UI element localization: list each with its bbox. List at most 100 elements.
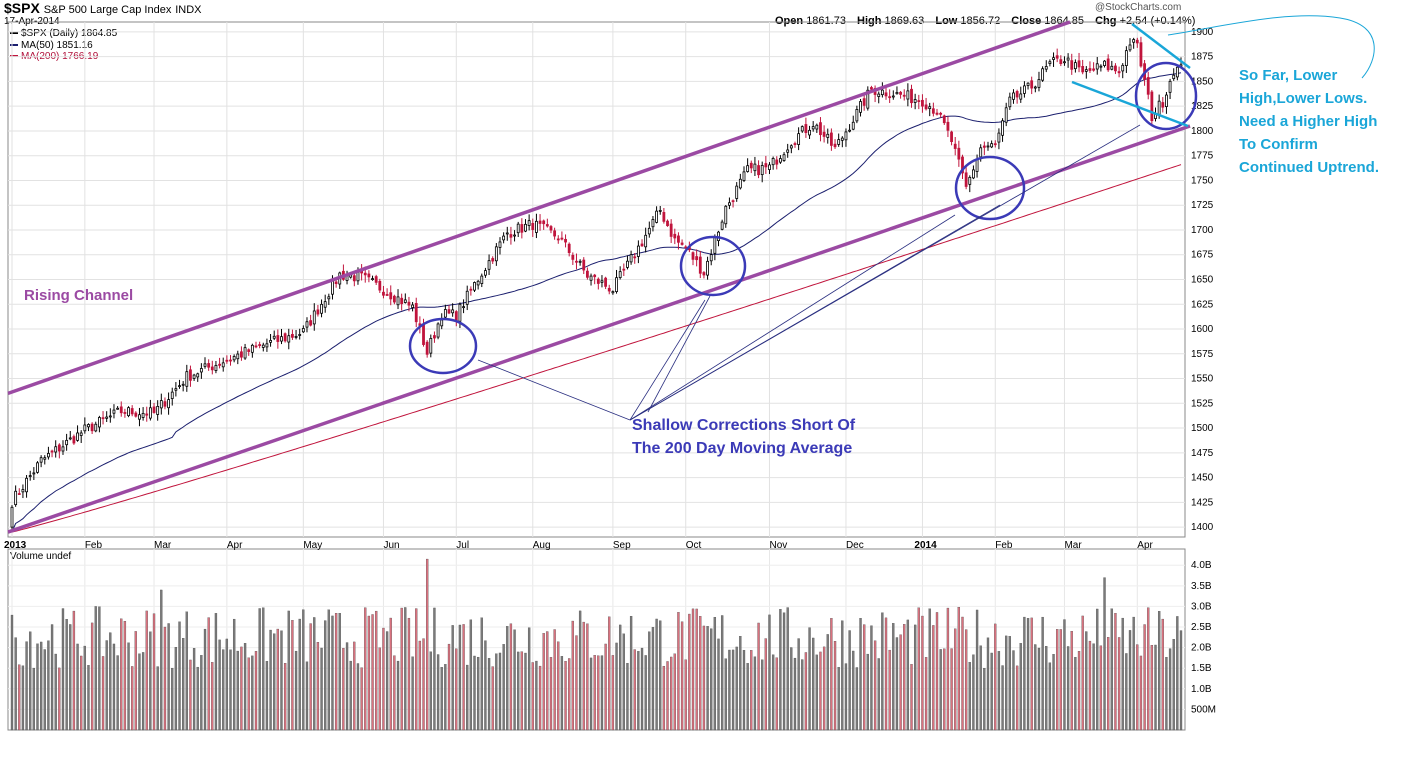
price-candle [39, 457, 43, 463]
volume-bar [1096, 608, 1099, 731]
price-candle [356, 271, 360, 282]
price-candle [982, 145, 986, 148]
volume-bar [498, 652, 502, 731]
volume-bar [360, 667, 363, 731]
price-candle [921, 99, 924, 107]
chg-label: Chg [1095, 15, 1117, 27]
volume-bar [575, 635, 578, 731]
volume-bar [429, 651, 432, 731]
volume-bar [757, 622, 760, 731]
volume-bar [283, 663, 287, 731]
brand-watermark: @StockCharts.com [1095, 2, 1182, 13]
price-candle [90, 423, 94, 432]
volume-bar [520, 651, 523, 731]
month-tick-label: Oct [686, 540, 702, 551]
volume-bar [1165, 657, 1168, 731]
volume-bar [487, 658, 491, 731]
volume-bar [535, 660, 538, 731]
volume-bar [1161, 618, 1164, 731]
volume-bar [637, 651, 640, 731]
volume-bar [983, 668, 986, 731]
volume-bar [597, 655, 600, 731]
price-candle [451, 309, 455, 314]
price-candle [626, 260, 629, 268]
high-label: High [857, 15, 882, 27]
price-candle [950, 131, 953, 142]
volume-bar [560, 656, 564, 731]
volume-bar [775, 657, 778, 731]
annotation-shallow-corrections: Shallow Corrections Short Of The 200 Day… [632, 414, 855, 460]
price-candle [309, 320, 313, 326]
price-candle [141, 412, 145, 418]
ma50-path [11, 72, 1182, 533]
price-candle [1121, 64, 1125, 72]
volume-bar [564, 661, 567, 731]
annotation-shallow-line2: The 200 Day Moving Average [632, 440, 853, 457]
volume-bar [476, 656, 480, 731]
volume-bar [1041, 616, 1044, 731]
price-candle [83, 424, 87, 432]
volume-bar [265, 661, 269, 731]
price-candle [902, 94, 906, 97]
price-candle [1026, 82, 1030, 86]
price-candle [203, 363, 207, 367]
price-candle [94, 423, 98, 432]
volume-bar [990, 652, 993, 731]
volume-bar [203, 628, 207, 731]
volume-bar [262, 607, 265, 731]
volume-bar [717, 638, 720, 731]
volume-bar [1147, 607, 1150, 731]
ticker-header: $SPX S&P 500 Large Cap Index INDX [4, 0, 202, 16]
volume-bar [815, 654, 818, 731]
volume-bar [1015, 665, 1019, 731]
volume-bar [699, 616, 702, 731]
volume-bar [200, 655, 203, 731]
volume-bar [309, 623, 312, 731]
price-candle [1124, 50, 1128, 67]
volume-bar [648, 631, 651, 731]
correction-circle [408, 317, 478, 375]
legend-price: $SPX (Daily) 1864.85 [10, 28, 117, 39]
price-candle [214, 365, 218, 371]
volume-bar [418, 640, 422, 731]
volume-bar [171, 667, 174, 731]
volume-bar [1143, 624, 1146, 731]
volume-bar [913, 624, 917, 731]
price-tick-label: 1850 [1191, 76, 1214, 87]
price-candle [662, 212, 666, 222]
price-candle [374, 276, 378, 283]
price-candle [644, 234, 648, 248]
price-candle [698, 256, 702, 274]
volume-bar [178, 621, 181, 731]
annotation-sofar-line3: Need a Higher High [1239, 113, 1378, 130]
price-candle [997, 132, 1001, 143]
price-candle [768, 164, 771, 170]
channel-upper-line [7, 20, 1071, 396]
volume-bar [673, 653, 676, 731]
volume-bar [72, 610, 76, 731]
month-tick-label: Dec [846, 540, 864, 551]
volume-panel-frame [7, 548, 1186, 731]
price-candle [618, 271, 622, 278]
price-candle [174, 388, 178, 391]
volume-bar [243, 643, 247, 731]
volume-bar [378, 647, 381, 731]
volume-bar [185, 611, 188, 731]
month-tick-label: Apr [227, 540, 243, 551]
volume-bar [87, 665, 90, 731]
price-candle [986, 145, 990, 148]
price-candle [819, 122, 822, 136]
volume-bar [338, 613, 341, 731]
price-candle [1128, 44, 1132, 51]
volume-bar [83, 645, 86, 731]
volume-bar [1056, 629, 1059, 731]
price-candle [742, 171, 746, 181]
volume-bar [447, 643, 451, 731]
price-candle [826, 133, 830, 138]
volume-bar [779, 609, 782, 731]
volume-bar [382, 627, 385, 731]
price-candle [1063, 61, 1066, 64]
price-candle [509, 234, 513, 238]
price-candle [972, 169, 975, 179]
price-candle [527, 220, 531, 226]
